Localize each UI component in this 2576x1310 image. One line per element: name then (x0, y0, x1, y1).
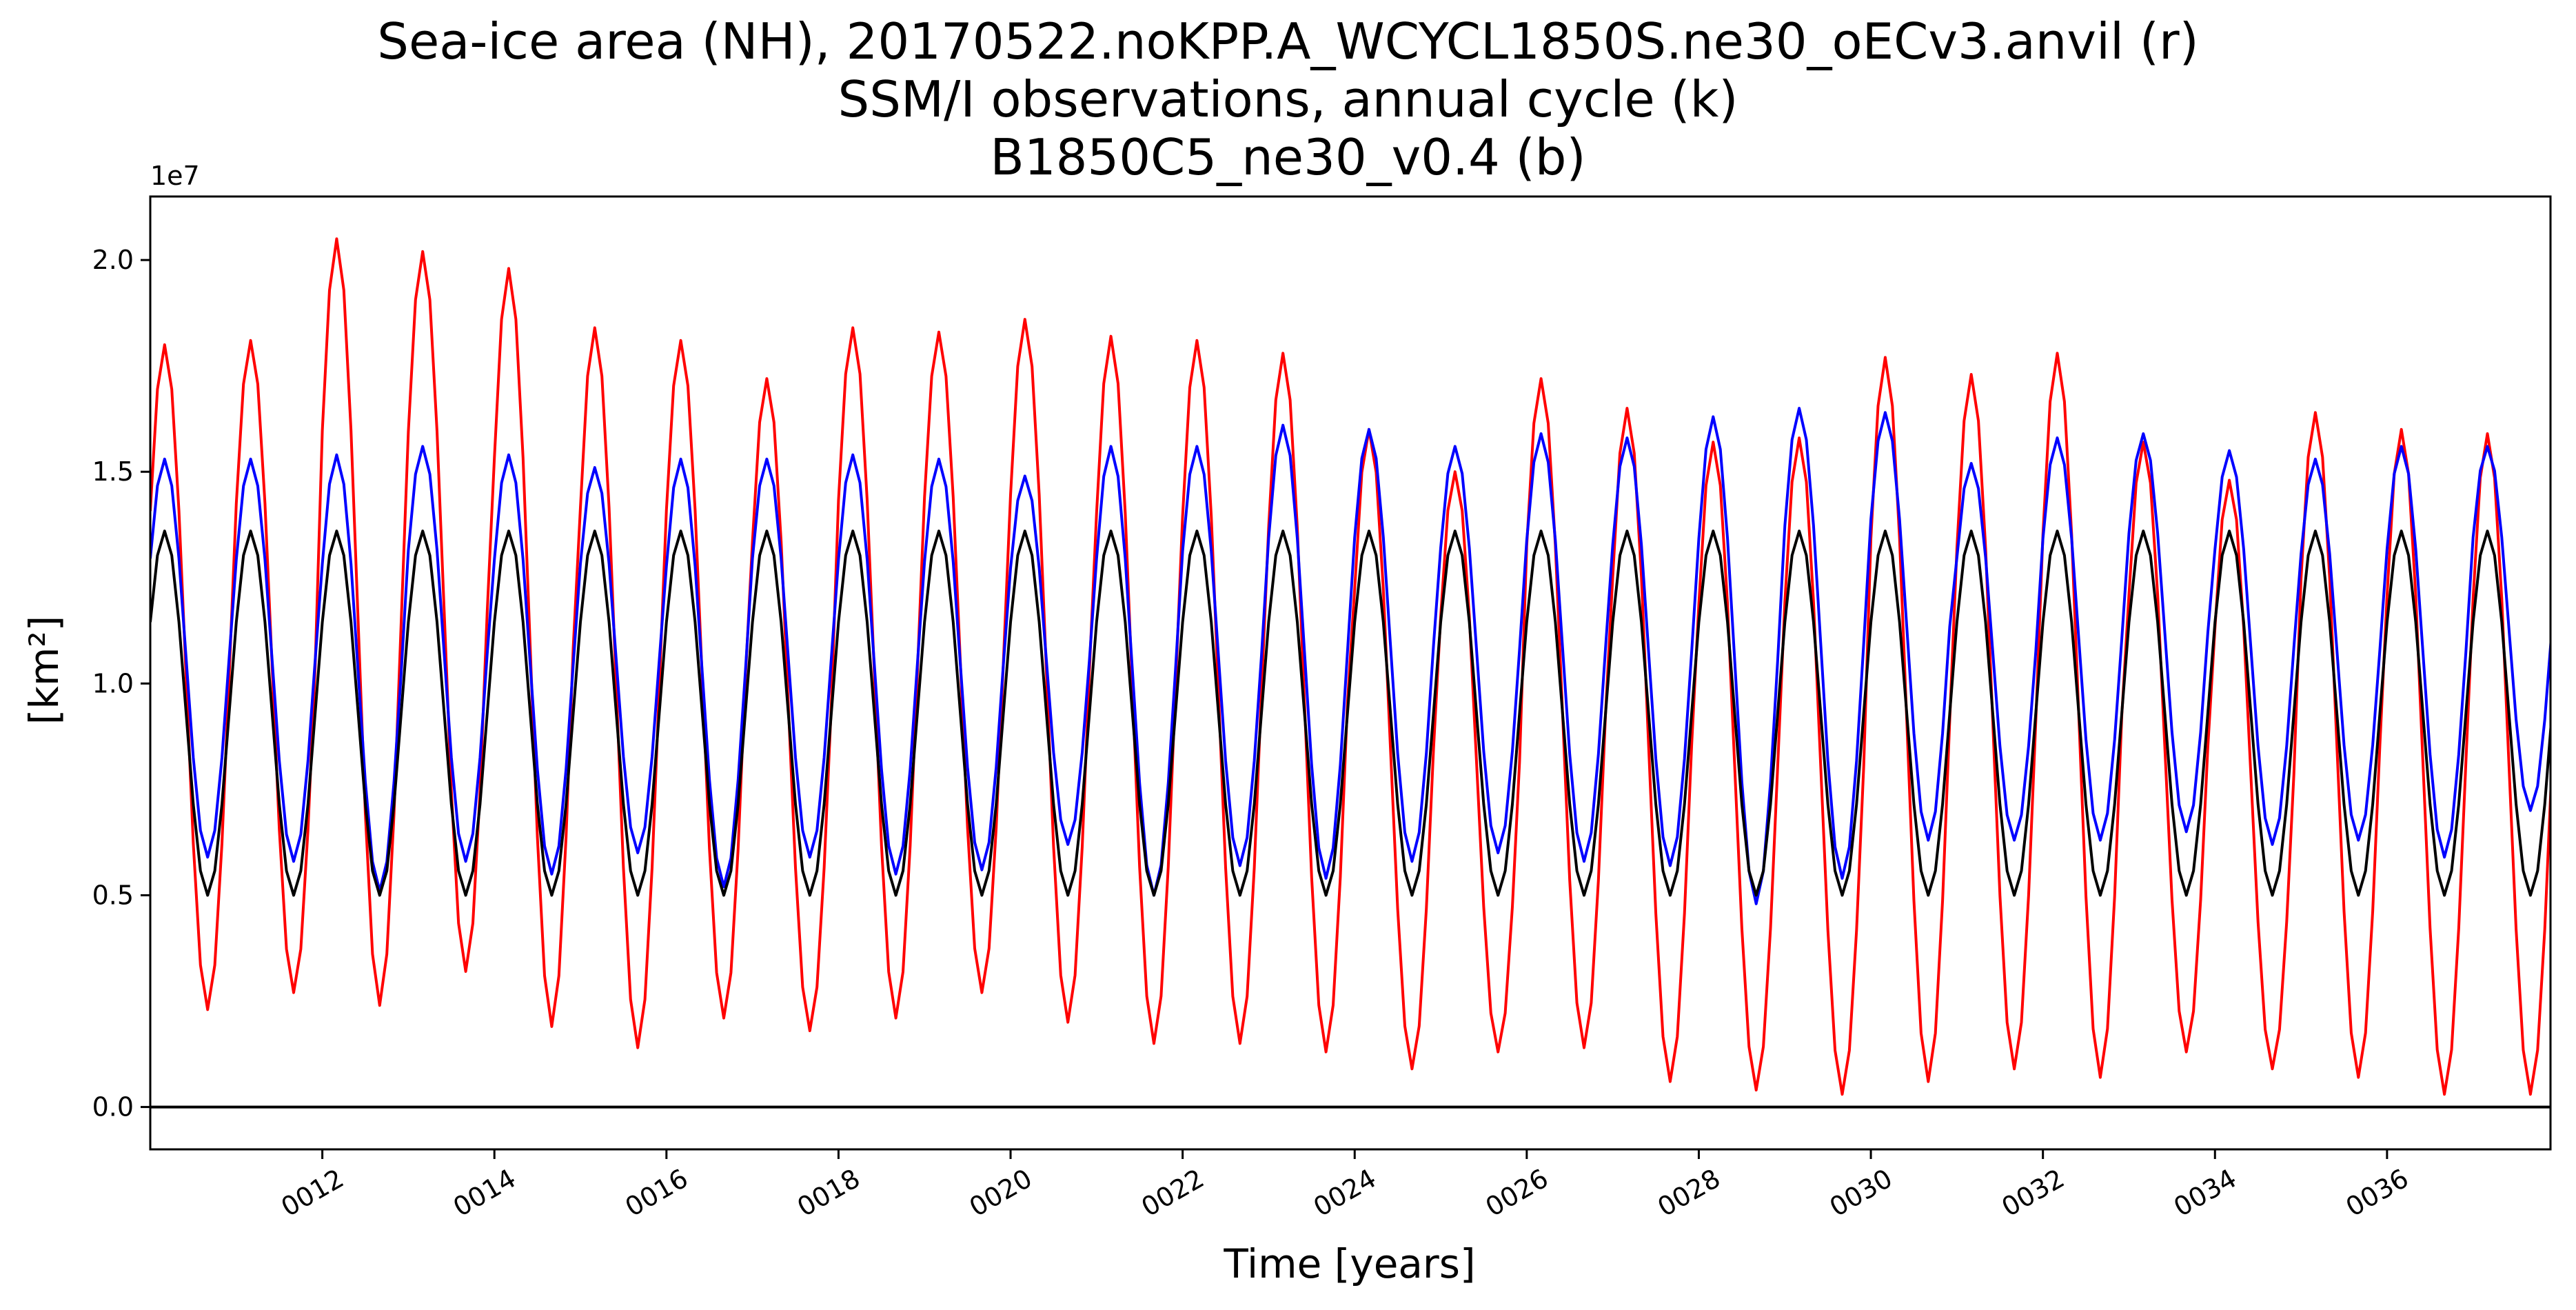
y-axis-offset-label: 1e7 (150, 161, 200, 191)
series-line-1 (150, 407, 2550, 905)
chart-title-line-1: Sea-ice area (NH), 20170522.noKPP.A_WCYC… (377, 12, 2199, 70)
x-tick-label: 0036 (2341, 1163, 2414, 1222)
x-tick-label: 0034 (2169, 1163, 2242, 1222)
plot-area (150, 237, 2550, 1109)
chart-title-line-2: SSM/I observations, annual cycle (k) (838, 70, 1738, 128)
series-line-2 (150, 530, 2550, 897)
x-tick-label: 0018 (792, 1163, 865, 1222)
x-tick-label: 0026 (1481, 1163, 1554, 1222)
x-tick-label: 0028 (1652, 1163, 1725, 1222)
y-axis-label: [km²] (21, 616, 68, 725)
y-tick-label: 2.0 (92, 245, 134, 275)
plot-frame (149, 195, 2552, 1151)
chart-title: Sea-ice area (NH), 20170522.noKPP.A_WCYC… (0, 12, 2576, 186)
x-tick-label: 0014 (448, 1163, 521, 1222)
x-tick-label: 0022 (1136, 1163, 1209, 1222)
y-tick-label: 1.5 (92, 456, 134, 487)
y-tick-label: 1.0 (92, 668, 134, 698)
y-tick-label: 0.0 (92, 1092, 134, 1122)
x-tick-label: 0020 (964, 1163, 1037, 1222)
x-tick-label: 0012 (276, 1163, 349, 1222)
x-tick-label: 0032 (1996, 1163, 2069, 1222)
x-tick-label: 0016 (620, 1163, 693, 1222)
x-tick-label: 0030 (1825, 1163, 1898, 1222)
chart-title-line-3: B1850C5_ne30_v0.4 (b) (990, 128, 1586, 186)
axes: 0012 0014 0016 0018 0020 0022 0024 0026 0028 0030… (92, 195, 2552, 1222)
series-line-0 (150, 237, 2550, 1096)
x-tick-label: 0024 (1308, 1163, 1381, 1222)
y-tick-label: 0.5 (92, 880, 134, 910)
x-axis-label: Time [years] (1223, 1240, 1475, 1287)
